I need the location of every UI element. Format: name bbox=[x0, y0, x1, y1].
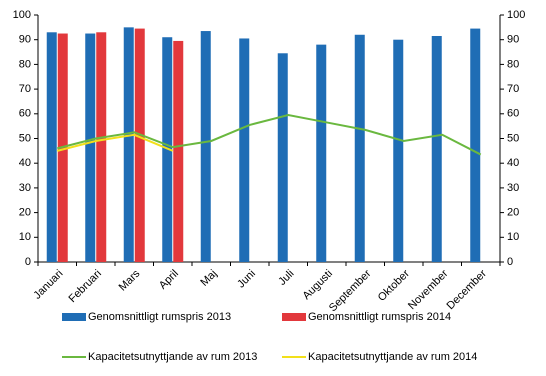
y-tick-label: 0 bbox=[25, 256, 31, 268]
x-tick-label: Januari bbox=[31, 268, 65, 302]
y2-tick-label: 90 bbox=[507, 34, 519, 46]
y-tick-label: 100 bbox=[13, 9, 31, 21]
y2-tick-label: 70 bbox=[507, 83, 519, 95]
x-tick-label: Oktober bbox=[376, 267, 412, 303]
x-tick-label: Juli bbox=[276, 268, 296, 288]
x-tick-label: December bbox=[445, 267, 490, 312]
line bbox=[57, 133, 174, 152]
line bbox=[57, 114, 482, 156]
y-tick-label: 20 bbox=[19, 207, 31, 219]
y-tick-label: 40 bbox=[19, 157, 31, 169]
x-tick-label: Mars bbox=[117, 267, 143, 293]
bar bbox=[200, 31, 211, 263]
legend-swatch bbox=[62, 313, 86, 321]
legend-swatch bbox=[282, 313, 306, 321]
x-tick-label: Juni bbox=[235, 268, 258, 291]
y2-tick-label: 60 bbox=[507, 108, 519, 120]
y2-tick-label: 0 bbox=[507, 256, 513, 268]
y-tick-label: 80 bbox=[19, 58, 31, 70]
legend-label: Kapacitetsutnyttjande av rum 2013 bbox=[88, 351, 257, 363]
x-tick-label: Augusti bbox=[300, 268, 334, 302]
legend-label: Genomsnittligt rumspris 2013 bbox=[88, 311, 231, 323]
bar bbox=[96, 32, 107, 262]
bar bbox=[277, 53, 288, 262]
y-tick-label: 90 bbox=[19, 34, 31, 46]
y-tick-label: 50 bbox=[19, 132, 31, 144]
x-tick-label: Maj bbox=[198, 268, 219, 289]
bar bbox=[123, 27, 134, 262]
bar bbox=[431, 35, 442, 263]
y2-tick-label: 80 bbox=[507, 58, 519, 70]
bar bbox=[393, 39, 404, 263]
y-tick-label: 10 bbox=[19, 231, 31, 243]
y2-tick-label: 100 bbox=[507, 9, 525, 21]
bar bbox=[46, 32, 57, 262]
legend-label: Genomsnittligt rumspris 2014 bbox=[308, 311, 451, 323]
x-tick-label: November bbox=[406, 267, 451, 312]
y2-tick-label: 30 bbox=[507, 182, 519, 194]
bar bbox=[239, 38, 250, 263]
bar bbox=[134, 28, 145, 263]
y-tick-label: 70 bbox=[19, 83, 31, 95]
x-tick-label: September bbox=[327, 267, 374, 314]
bar bbox=[470, 28, 481, 263]
bar bbox=[316, 44, 327, 262]
bar bbox=[173, 40, 184, 263]
y2-tick-label: 40 bbox=[507, 157, 519, 169]
y2-tick-label: 50 bbox=[507, 132, 519, 144]
x-tick-label: Februari bbox=[66, 268, 103, 305]
legend-label: Kapacitetsutnyttjande av rum 2014 bbox=[308, 351, 477, 363]
y2-tick-label: 20 bbox=[507, 207, 519, 219]
y2-tick-label: 10 bbox=[507, 231, 519, 243]
bar bbox=[354, 34, 365, 263]
bar bbox=[85, 33, 96, 263]
y-tick-label: 60 bbox=[19, 108, 31, 120]
x-tick-label: April bbox=[157, 268, 181, 292]
y-tick-label: 30 bbox=[19, 182, 31, 194]
